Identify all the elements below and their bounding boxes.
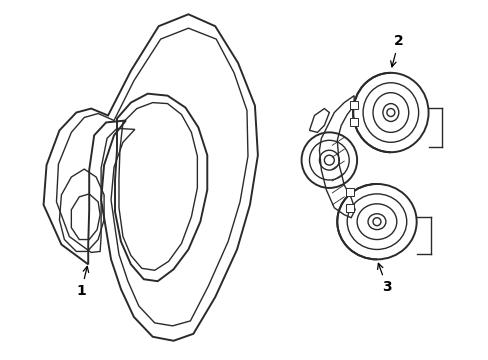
Ellipse shape bbox=[337, 184, 416, 260]
Bar bbox=[346, 188, 353, 196]
Ellipse shape bbox=[352, 73, 427, 152]
Bar bbox=[349, 118, 357, 126]
Bar bbox=[349, 100, 357, 109]
Text: 2: 2 bbox=[390, 34, 403, 67]
Text: 1: 1 bbox=[76, 266, 88, 298]
Text: 3: 3 bbox=[377, 263, 391, 294]
Circle shape bbox=[301, 132, 356, 188]
Bar bbox=[346, 204, 353, 212]
